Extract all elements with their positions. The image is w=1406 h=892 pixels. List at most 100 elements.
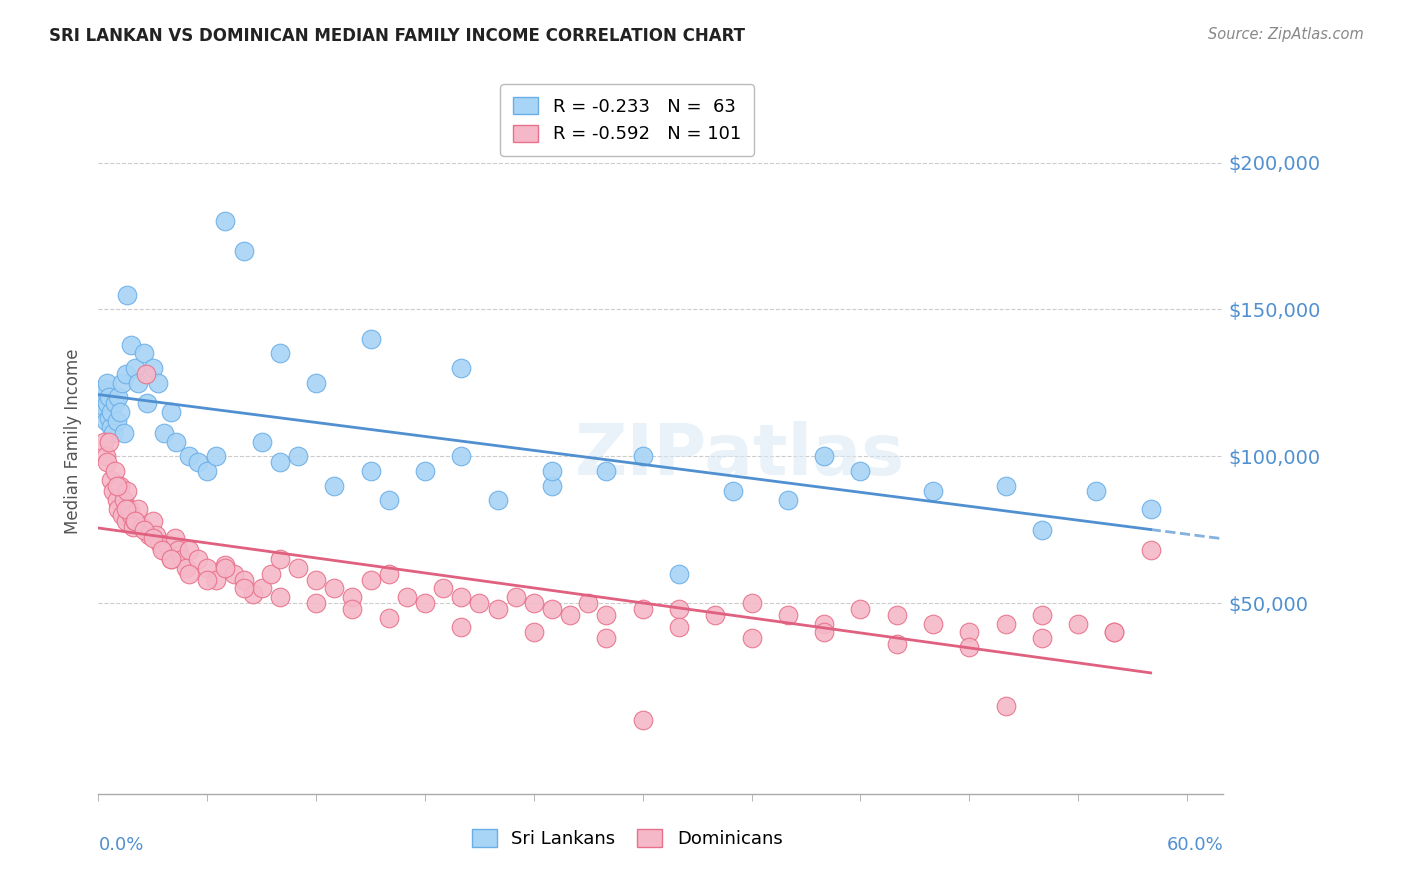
Point <box>523 596 546 610</box>
Point <box>994 478 1017 492</box>
Point <box>100 420 122 434</box>
Point <box>132 523 155 537</box>
Point <box>813 625 835 640</box>
Point <box>595 632 617 646</box>
Point <box>576 596 599 610</box>
Point <box>269 590 291 604</box>
Point <box>108 478 131 492</box>
Point <box>395 590 418 604</box>
Point <box>668 619 690 633</box>
Point <box>122 519 145 533</box>
Point <box>149 537 172 551</box>
Point <box>886 637 908 651</box>
Point <box>957 625 980 640</box>
Point <box>342 590 364 604</box>
Point <box>105 478 128 492</box>
Point <box>94 449 117 463</box>
Point <box>142 532 165 546</box>
Point <box>111 376 134 390</box>
Point <box>450 619 472 633</box>
Text: ZIPatlas: ZIPatlas <box>575 421 904 490</box>
Point <box>120 337 142 351</box>
Point <box>450 449 472 463</box>
Point <box>148 376 170 390</box>
Point <box>269 455 291 469</box>
Point <box>156 537 179 551</box>
Point <box>105 493 128 508</box>
Point <box>98 434 121 449</box>
Point <box>108 405 131 419</box>
Point <box>152 425 174 440</box>
Point <box>163 532 186 546</box>
Point <box>741 632 763 646</box>
Point <box>117 484 139 499</box>
Point <box>114 367 136 381</box>
Point <box>100 473 122 487</box>
Point <box>450 590 472 604</box>
Point <box>117 287 139 301</box>
Point <box>104 464 127 478</box>
Point <box>165 434 187 449</box>
Point <box>214 214 236 228</box>
Point <box>93 434 115 449</box>
Point <box>145 528 167 542</box>
Point <box>205 449 228 463</box>
Point <box>541 464 564 478</box>
Point <box>994 616 1017 631</box>
Point <box>214 561 236 575</box>
Point <box>1104 625 1126 640</box>
Text: 60.0%: 60.0% <box>1167 836 1223 855</box>
Point <box>250 582 273 596</box>
Point <box>242 587 264 601</box>
Point <box>93 396 115 410</box>
Point <box>94 414 117 428</box>
Point <box>323 478 346 492</box>
Point <box>595 464 617 478</box>
Point <box>179 543 201 558</box>
Point <box>1031 523 1053 537</box>
Point <box>132 346 155 360</box>
Point <box>486 493 509 508</box>
Text: 0.0%: 0.0% <box>98 836 143 855</box>
Point <box>124 361 146 376</box>
Point <box>187 552 209 566</box>
Point <box>135 367 157 381</box>
Point <box>849 602 872 616</box>
Point <box>101 425 124 440</box>
Point <box>631 449 654 463</box>
Text: Source: ZipAtlas.com: Source: ZipAtlas.com <box>1208 27 1364 42</box>
Point <box>112 425 135 440</box>
Point <box>170 552 193 566</box>
Point <box>104 396 127 410</box>
Point <box>152 543 174 558</box>
Point <box>167 543 190 558</box>
Point <box>179 449 201 463</box>
Point <box>107 502 129 516</box>
Point <box>260 566 283 581</box>
Point <box>450 361 472 376</box>
Point <box>131 519 153 533</box>
Point <box>142 514 165 528</box>
Point <box>813 449 835 463</box>
Point <box>922 616 945 631</box>
Point <box>1067 616 1090 631</box>
Point <box>287 449 309 463</box>
Point <box>127 502 149 516</box>
Point <box>205 573 228 587</box>
Point <box>94 402 117 417</box>
Point <box>776 493 799 508</box>
Point <box>100 405 122 419</box>
Point <box>195 573 218 587</box>
Point <box>723 484 745 499</box>
Point <box>813 616 835 631</box>
Point <box>96 455 118 469</box>
Point <box>668 566 690 581</box>
Point <box>486 602 509 616</box>
Text: SRI LANKAN VS DOMINICAN MEDIAN FAMILY INCOME CORRELATION CHART: SRI LANKAN VS DOMINICAN MEDIAN FAMILY IN… <box>49 27 745 45</box>
Point <box>957 640 980 654</box>
Point <box>160 552 183 566</box>
Point <box>468 596 491 610</box>
Point <box>160 552 183 566</box>
Point <box>305 376 328 390</box>
Legend: Sri Lankans, Dominicans: Sri Lankans, Dominicans <box>464 822 790 855</box>
